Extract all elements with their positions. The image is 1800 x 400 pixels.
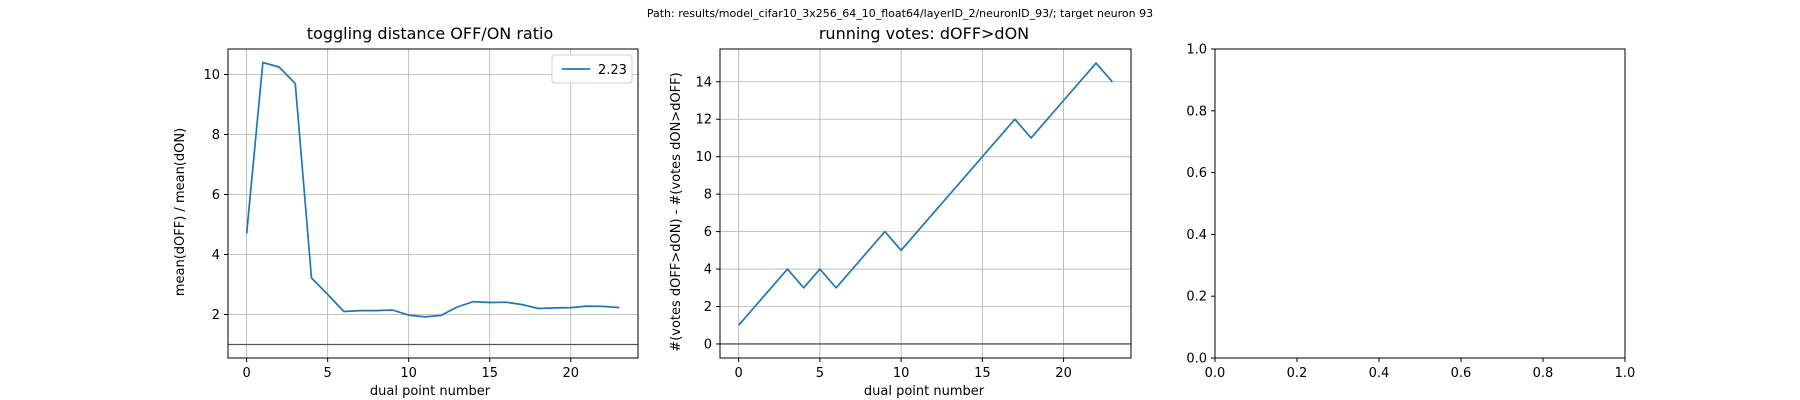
- series-line: [738, 62, 1113, 326]
- y-tick-label: 10: [203, 68, 220, 83]
- legend-label: 2.23: [598, 63, 627, 78]
- x-tick-label: 1.0: [1615, 366, 1636, 381]
- y-tick-label: 2: [704, 300, 712, 315]
- x-tick-label: 20: [1055, 366, 1072, 381]
- series-line: [245, 61, 620, 318]
- y-tick-label: 10: [695, 150, 712, 165]
- y-tick-label: 0.4: [1186, 228, 1207, 243]
- x-tick-label: 10: [400, 366, 417, 381]
- y-tick-label: 12: [695, 113, 712, 128]
- plot-frame: [1214, 48, 1626, 359]
- x-tick-label: 0: [735, 366, 743, 381]
- x-tick-label: 20: [562, 366, 579, 381]
- y-tick-label: 0.2: [1186, 290, 1207, 305]
- y-axis-label: #(votes dOFF>dON) - #(votes dON>dOFF): [669, 72, 684, 351]
- x-tick-label: 5: [324, 366, 332, 381]
- y-tick-label: 6: [704, 225, 712, 240]
- x-tick-label: 15: [974, 366, 991, 381]
- x-tick-label: 0.0: [1205, 366, 1226, 381]
- x-axis-label: dual point number: [370, 384, 491, 399]
- legend-box: [551, 54, 633, 84]
- x-axis-label: dual point number: [864, 384, 985, 399]
- figure-suptitle: Path: results/model_cifar10_3x256_64_10_…: [647, 7, 1153, 20]
- y-tick-label: 2: [212, 308, 220, 323]
- x-tick-label: 0.2: [1287, 366, 1308, 381]
- x-tick-label: 0: [242, 366, 250, 381]
- y-tick-label: 0: [704, 337, 712, 352]
- x-tick-label: 0.4: [1369, 366, 1390, 381]
- y-tick-label: 8: [212, 128, 220, 143]
- y-tick-label: 1.0: [1186, 43, 1207, 58]
- y-tick-label: 0.0: [1186, 352, 1207, 367]
- x-tick-label: 0.8: [1533, 366, 1554, 381]
- plot-frame: [227, 48, 639, 359]
- plot-frame: [719, 48, 1132, 359]
- x-tick-label: 5: [816, 366, 824, 381]
- y-tick-label: 0.6: [1186, 166, 1207, 181]
- y-tick-label: 8: [704, 188, 712, 203]
- x-tick-label: 15: [481, 366, 498, 381]
- y-tick-label: 4: [212, 248, 220, 263]
- chart-title: toggling distance OFF/ON ratio: [307, 24, 553, 43]
- y-axis-label: mean(dOFF) / mean(dON): [173, 128, 188, 296]
- y-tick-label: 4: [704, 263, 712, 278]
- y-tick-label: 14: [695, 75, 712, 90]
- y-tick-label: 6: [212, 188, 220, 203]
- chart-panel-empty: 0.0 0.2 0.4 0.6 0.8 1.0 0.0 0.2 0.4 0.6 0.8 1.0: [1186, 43, 1635, 382]
- chart-panel-running-votes: running votes: dOFF>dON dual point numbe…: [669, 24, 1132, 399]
- chart-title: running votes: dOFF>dON: [819, 24, 1029, 43]
- x-tick-label: 0.6: [1451, 366, 1472, 381]
- x-tick-label: 10: [893, 366, 910, 381]
- y-tick-label: 0.8: [1186, 104, 1207, 119]
- chart-panel-toggling-ratio: toggling distance OFF/ON ratio dual poin…: [173, 24, 639, 399]
